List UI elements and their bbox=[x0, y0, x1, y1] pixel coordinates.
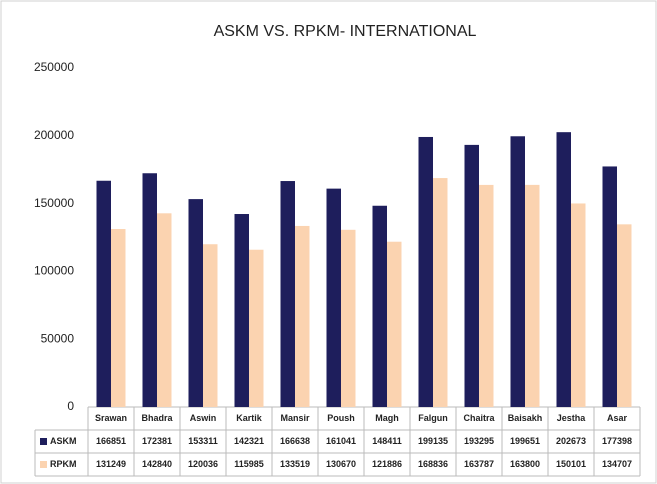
table-value: 131249 bbox=[96, 459, 126, 469]
x-tick-label: Kartik bbox=[236, 413, 263, 423]
bar bbox=[372, 205, 387, 407]
x-tick-label: Falgun bbox=[418, 413, 448, 423]
table-value: 177398 bbox=[602, 436, 632, 446]
table-value: 166638 bbox=[280, 436, 310, 446]
x-tick-label: Mansir bbox=[280, 413, 310, 423]
table-value: 142321 bbox=[234, 436, 264, 446]
x-tick-label: Jestha bbox=[557, 413, 587, 423]
x-tick-label: Poush bbox=[327, 413, 355, 423]
table-value: 168836 bbox=[418, 459, 448, 469]
table-value: 199135 bbox=[418, 436, 448, 446]
y-tick-label: 50000 bbox=[41, 331, 75, 345]
table-value: 130670 bbox=[326, 459, 356, 469]
y-tick-label: 0 bbox=[67, 399, 74, 413]
table-value: 161041 bbox=[326, 436, 356, 446]
bar bbox=[203, 244, 218, 407]
table-value: 133519 bbox=[280, 459, 310, 469]
bar bbox=[510, 136, 525, 407]
y-tick-label: 150000 bbox=[34, 196, 74, 210]
legend-swatch bbox=[40, 438, 47, 445]
x-tick-label: Chaitra bbox=[463, 413, 495, 423]
bar bbox=[234, 214, 249, 407]
x-tick-label: Aswin bbox=[190, 413, 217, 423]
table-value: 142840 bbox=[142, 459, 172, 469]
bar bbox=[188, 199, 203, 407]
bar bbox=[96, 180, 111, 407]
chart-title: ASKM VS. RPKM- INTERNATIONAL bbox=[214, 23, 477, 40]
bar bbox=[464, 144, 479, 408]
bar bbox=[142, 173, 157, 407]
x-tick-label: Srawan bbox=[95, 413, 127, 423]
legend-label: ASKM bbox=[50, 436, 77, 446]
x-tick-label: Bhadra bbox=[141, 413, 173, 423]
bar bbox=[602, 166, 617, 407]
table-value: 163800 bbox=[510, 459, 540, 469]
x-tick-label: Asar bbox=[607, 413, 628, 423]
table-value: 193295 bbox=[464, 436, 494, 446]
table-value: 199651 bbox=[510, 436, 540, 446]
bar bbox=[326, 188, 341, 407]
bar bbox=[418, 136, 433, 407]
bar bbox=[295, 225, 310, 407]
table-value: 166851 bbox=[96, 436, 126, 446]
table-value: 120036 bbox=[188, 459, 218, 469]
table-value: 153311 bbox=[188, 436, 218, 446]
table-value: 150101 bbox=[556, 459, 586, 469]
bar bbox=[556, 132, 571, 407]
bar bbox=[571, 203, 586, 407]
bar bbox=[341, 229, 356, 407]
bar bbox=[249, 249, 264, 407]
bar bbox=[111, 229, 126, 407]
bar bbox=[525, 184, 540, 407]
bar bbox=[280, 181, 295, 407]
table-value: 202673 bbox=[556, 436, 586, 446]
bar bbox=[157, 213, 172, 407]
table-value: 163787 bbox=[464, 459, 494, 469]
table-value: 134707 bbox=[602, 459, 632, 469]
x-tick-label: Baisakh bbox=[508, 413, 543, 423]
table-value: 115985 bbox=[234, 459, 264, 469]
legend-swatch bbox=[40, 461, 47, 468]
table-value: 121886 bbox=[372, 459, 402, 469]
bar bbox=[479, 184, 494, 407]
x-tick-label: Magh bbox=[375, 413, 399, 423]
bar bbox=[617, 224, 632, 407]
bar bbox=[433, 178, 448, 407]
y-tick-label: 200000 bbox=[34, 128, 74, 142]
table-value: 172381 bbox=[142, 436, 172, 446]
bar bbox=[387, 241, 402, 407]
legend-label: RPKM bbox=[50, 459, 77, 469]
y-tick-label: 250000 bbox=[34, 60, 74, 74]
table-value: 148411 bbox=[372, 436, 402, 446]
y-tick-label: 100000 bbox=[34, 264, 74, 278]
